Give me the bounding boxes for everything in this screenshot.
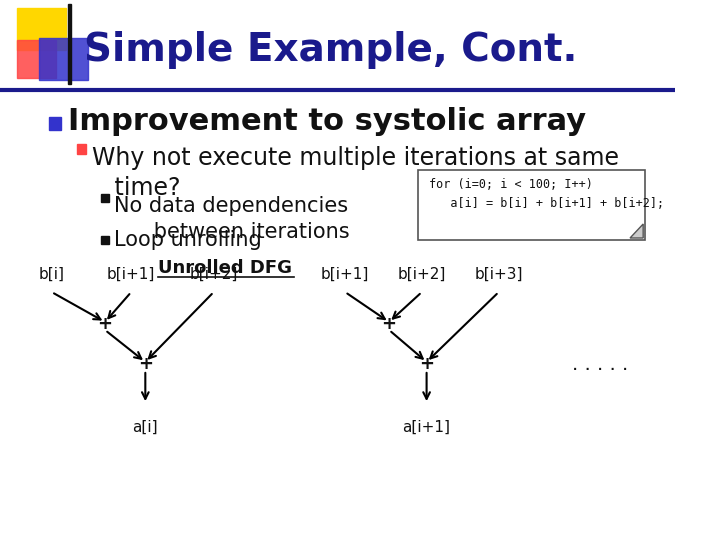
Text: a[i+1]: a[i+1]: [402, 420, 451, 435]
Text: No data dependencies
      between iterations: No data dependencies between iterations: [114, 196, 350, 242]
Bar: [40, 38, 88, 80]
Text: +: +: [419, 355, 434, 373]
Text: Improvement to systolic array: Improvement to systolic array: [68, 107, 585, 137]
Text: a[i]: a[i]: [132, 420, 158, 435]
Text: Why not execute multiple iterations at same
   time?: Why not execute multiple iterations at s…: [92, 146, 619, 200]
Bar: [68, 4, 71, 84]
Bar: [102, 194, 109, 202]
Text: b[i+2]: b[i+2]: [189, 267, 238, 282]
Text: b[i+1]: b[i+1]: [107, 267, 156, 282]
Text: Simple Example, Cont.: Simple Example, Cont.: [84, 31, 577, 69]
Text: +: +: [138, 355, 153, 373]
Text: for (i=0; i < 100; I++)
   a[i] = b[i] + b[i+1] + b[i+2];: for (i=0; i < 100; I++) a[i] = b[i] + b[…: [429, 178, 665, 210]
Bar: [17, 8, 66, 50]
Text: Loop unrolling: Loop unrolling: [114, 230, 262, 250]
FancyBboxPatch shape: [418, 170, 645, 240]
Bar: [77, 144, 86, 154]
Text: b[i+1]: b[i+1]: [321, 267, 369, 282]
Bar: [102, 236, 109, 244]
Bar: [49, 117, 61, 130]
Text: Unrolled DFG: Unrolled DFG: [158, 259, 292, 277]
Text: b[i+2]: b[i+2]: [397, 267, 446, 282]
Text: b[i]: b[i]: [39, 267, 65, 282]
Text: b[i+3]: b[i+3]: [474, 267, 523, 282]
Text: . . . . .: . . . . .: [572, 355, 628, 375]
Bar: [17, 40, 56, 78]
Text: +: +: [97, 315, 112, 333]
Polygon shape: [630, 224, 643, 238]
Text: +: +: [382, 315, 397, 333]
